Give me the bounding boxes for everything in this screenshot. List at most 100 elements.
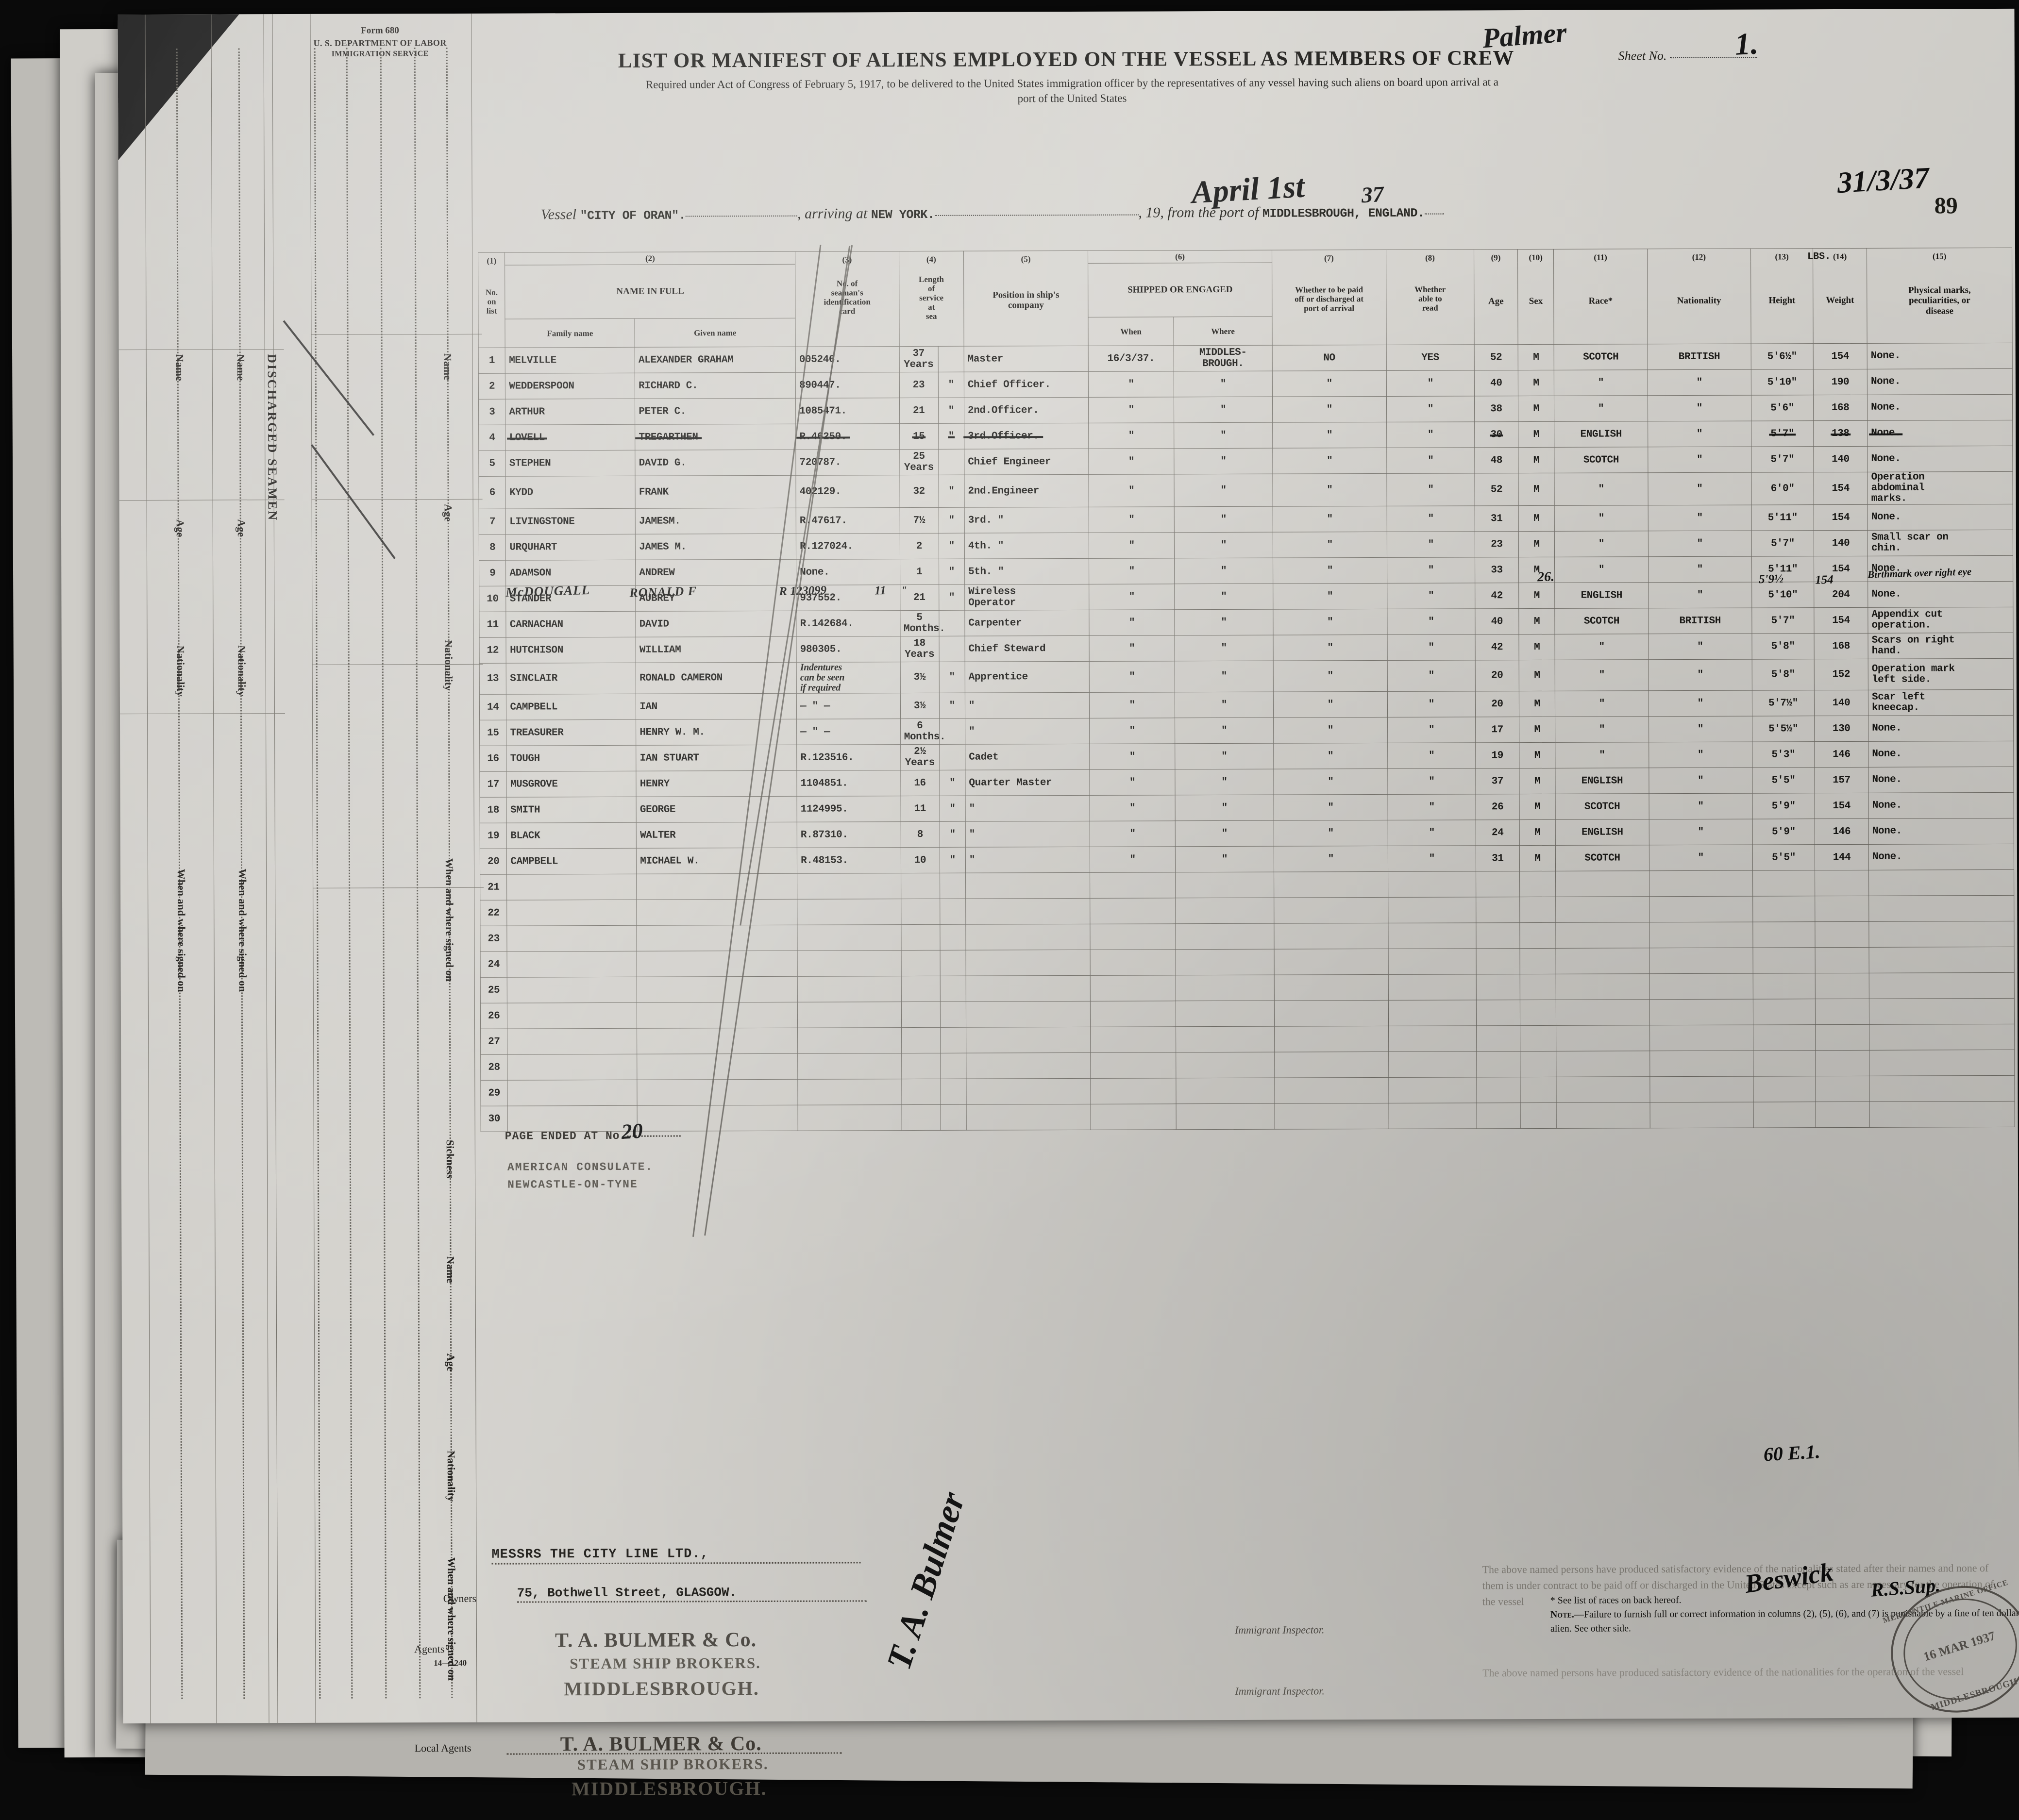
cell-race: ENGLISH xyxy=(1555,582,1649,609)
cell-empty xyxy=(1476,974,1520,1001)
cell-family-name: STEPHEN xyxy=(505,450,636,477)
cell-position: Carpenter xyxy=(964,610,1090,636)
cell-empty xyxy=(1753,1024,1816,1051)
cell-sex: M xyxy=(1519,768,1556,794)
cell-given-name: MICHAEL W. xyxy=(636,848,797,874)
cell-given-name: RICHARD C. xyxy=(635,372,796,399)
cell-weight: 168 xyxy=(1813,395,1868,421)
cell-empty xyxy=(1649,1051,1753,1077)
cell-position: 5th. " xyxy=(964,558,1089,585)
cell-position: 3rd.Officer. xyxy=(964,423,1089,450)
cell-empty xyxy=(1649,973,1753,1000)
cell-shipped-when: " xyxy=(1089,532,1175,559)
cell-service-unit xyxy=(938,449,964,475)
cell-empty xyxy=(1815,973,1869,999)
table-row-blank: 26 xyxy=(480,998,2015,1029)
immigrant-inspector-label-2: Immigrant Inspector. xyxy=(1235,1685,1325,1697)
cell-race: " xyxy=(1555,690,1649,717)
ds3-label-name: Name xyxy=(441,353,454,381)
cell-empty xyxy=(1090,1052,1177,1079)
arriving-label: , arriving at xyxy=(797,205,868,222)
cell-empty xyxy=(1520,1102,1557,1129)
cell-empty xyxy=(1274,871,1388,898)
header-nationality: Nationality xyxy=(1677,295,1721,306)
cell-physical-marks: Operation mark left side. xyxy=(1868,658,2014,690)
cell-sex: M xyxy=(1518,505,1555,532)
cell-height: 5'10" xyxy=(1751,369,1814,396)
cell-card-number: — " — xyxy=(796,718,901,745)
cell-empty xyxy=(1090,1001,1176,1027)
cell-position: " xyxy=(965,692,1090,719)
cell-family-name: TOUGH xyxy=(506,745,637,772)
cell-empty xyxy=(901,1079,941,1105)
cell-service-unit: " xyxy=(939,770,965,796)
cell-empty xyxy=(1753,1102,1816,1128)
cell-card-number: R.142684. xyxy=(796,610,900,637)
cell-empty xyxy=(966,1001,1091,1028)
cell-row-number: 27 xyxy=(480,1029,508,1055)
agent-stamp-city-2: MIDDLESBROUGH. xyxy=(571,1777,767,1800)
cell-empty xyxy=(1091,1103,1177,1130)
cell-given-name: FRANK xyxy=(635,475,796,509)
agent-stamp-role-2: STEAM SHIP BROKERS. xyxy=(577,1755,769,1773)
cell-family-name: CAMPBELL xyxy=(506,848,637,875)
cell-empty xyxy=(1090,872,1176,899)
cell-empty xyxy=(636,899,798,926)
cell-shipped-when: " xyxy=(1088,422,1174,449)
cell-age: 37 xyxy=(1476,768,1519,795)
cell-sex: M xyxy=(1518,634,1555,660)
header-length-service: Length of service at sea xyxy=(918,274,944,321)
cell-row-number: 10 xyxy=(479,586,506,612)
cell-shipped-when: " xyxy=(1089,743,1176,770)
cell-weight: 146 xyxy=(1815,818,1869,845)
insertion-age: 26. xyxy=(1537,569,1555,585)
manifest-sheet: Form 680 U. S. DEPARTMENT OF LABOR IMMIG… xyxy=(118,8,2019,1800)
cell-empty xyxy=(1815,999,1869,1025)
owners-address: 75, Bothwell Street, GLASGOW. xyxy=(517,1585,737,1601)
cell-row-number: 28 xyxy=(480,1054,508,1081)
cell-shipped-when: " xyxy=(1089,584,1175,610)
cell-empty xyxy=(1476,871,1520,898)
cell-length-of-service: 37 Years xyxy=(899,346,938,372)
cell-race: SCOTCH xyxy=(1554,344,1648,370)
table-row: 3 ARTHUR PETER C. 1085471. 21 " 2nd.Officer. " "… xyxy=(478,394,2013,425)
col-num-1: (1) xyxy=(487,256,497,266)
cell-shipped-when: " xyxy=(1088,448,1175,475)
ds-label-signed: When and where signed on xyxy=(236,868,249,992)
cell-empty xyxy=(1752,870,1815,897)
cell-empty xyxy=(798,1079,902,1105)
cell-able-to-read: " xyxy=(1387,660,1476,692)
cell-row-number: 19 xyxy=(480,823,507,849)
cell-service-unit: " xyxy=(939,559,965,585)
header-position: Position in ship's company xyxy=(993,290,1060,311)
cell-age: 19 xyxy=(1475,742,1519,769)
cell-empty xyxy=(1520,1000,1557,1026)
cell-empty xyxy=(940,1002,966,1028)
cell-shipped-where: " xyxy=(1174,474,1273,507)
cell-race: " xyxy=(1554,531,1649,557)
cell-empty xyxy=(1476,948,1520,975)
cell-row-number: 11 xyxy=(479,612,506,638)
ds4-label-nat: Nationality xyxy=(445,1450,458,1502)
cell-able-to-read: YES xyxy=(1386,344,1475,371)
cell-empty xyxy=(1175,898,1274,924)
cell-empty xyxy=(1388,1077,1477,1103)
cell-race: " xyxy=(1555,634,1649,660)
cell-shipped-when: " xyxy=(1089,506,1175,533)
consulate-stamp: AMERICAN CONSULATE. NEWCASTLE-ON-TYNE xyxy=(507,1159,653,1194)
header-sex: Sex xyxy=(1529,296,1543,307)
cell-nationality: " xyxy=(1649,793,1753,819)
cell-card-number: R.47617. xyxy=(796,507,900,534)
cell-race: " xyxy=(1554,556,1649,583)
header-when: When xyxy=(1088,317,1174,346)
cell-empty xyxy=(1815,921,1869,948)
cell-given-name: TREGARTHEN xyxy=(635,424,796,451)
cell-empty xyxy=(1388,949,1477,975)
col-num-12: (12) xyxy=(1692,252,1706,262)
cell-card-number: 980305. xyxy=(796,636,900,663)
cell-empty xyxy=(1816,1102,1870,1128)
cell-nationality: " xyxy=(1648,556,1752,583)
cell-empty xyxy=(507,1105,638,1132)
cell-paid-off: " xyxy=(1273,583,1387,610)
table-row: 20 CAMPBELL MICHAEL W. R.48153. 10 " " " " " " 31 M S… xyxy=(480,844,2014,875)
